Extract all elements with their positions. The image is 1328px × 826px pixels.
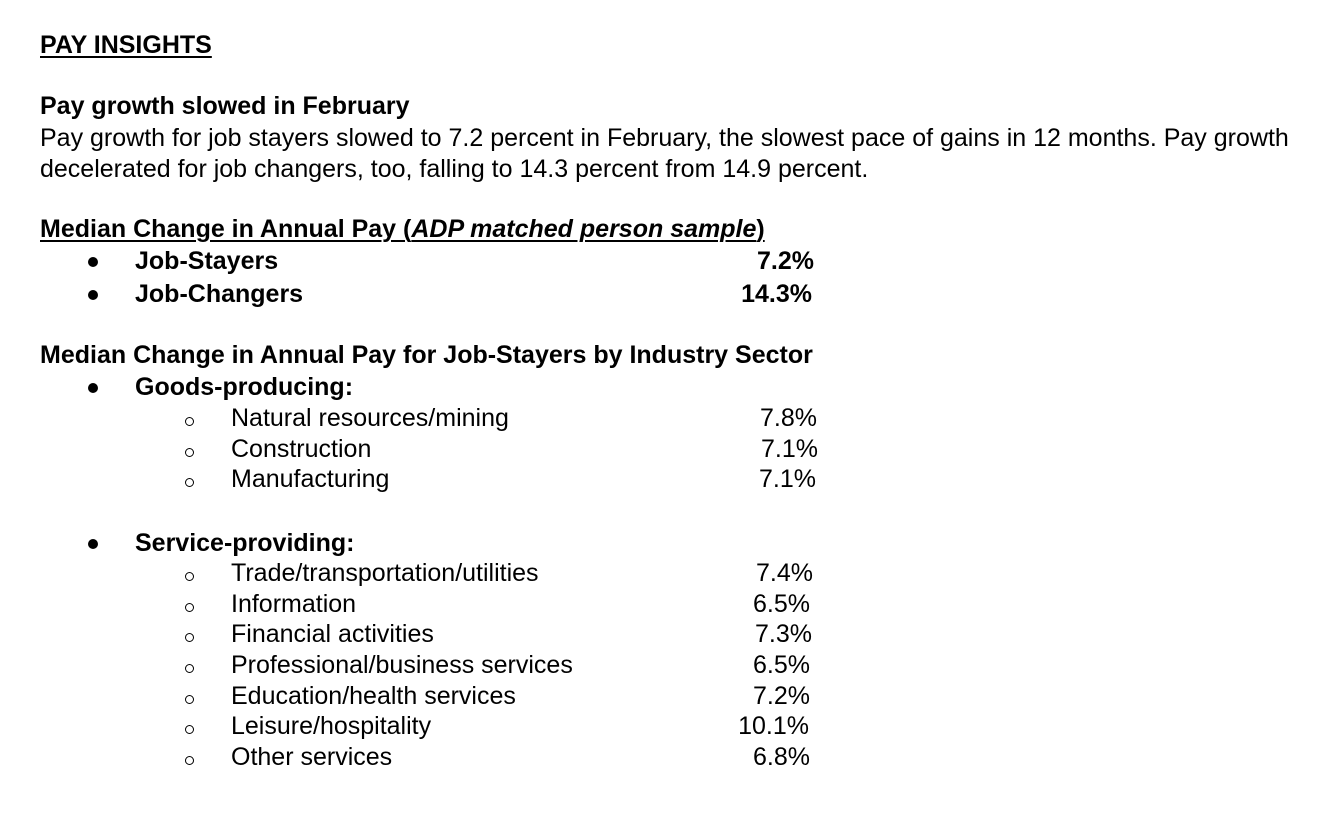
circle-bullet-icon: [185, 633, 194, 642]
median-item-value: 7.2%: [757, 247, 814, 275]
sector-item-value: 7.2%: [753, 682, 810, 710]
sector-item-label: Trade/transportation/utilities: [231, 559, 539, 587]
median-item-label: Job-Changers: [135, 280, 304, 308]
median-heading: Median Change in Annual Pay (ADP matched…: [40, 217, 765, 242]
circle-bullet-icon: [185, 603, 194, 612]
intro-heading: Pay growth slowed in February: [40, 92, 410, 120]
median-heading-post: ): [756, 215, 765, 243]
sector-item-value: 6.8%: [753, 743, 810, 771]
circle-bullet-icon: [185, 478, 194, 487]
bullet-icon: [88, 539, 98, 549]
circle-bullet-icon: [185, 664, 194, 673]
bullet-icon: [88, 383, 98, 393]
median-heading-italic: ADP matched person sample: [411, 215, 757, 243]
sector-item-label: Natural resources/mining: [231, 404, 509, 432]
circle-bullet-icon: [185, 725, 194, 734]
circle-bullet-icon: [185, 448, 194, 457]
sector-item-value: 10.1%: [738, 712, 809, 740]
intro-paragraph: Pay growth for job stayers slowed to 7.2…: [40, 124, 1289, 183]
service-providing-label: Service-providing:: [135, 529, 355, 557]
sector-item-value: 7.3%: [755, 620, 812, 648]
sector-item-value: 6.5%: [753, 590, 810, 618]
median-item-label: Job-Stayers: [135, 247, 279, 275]
sector-item-label: Professional/business services: [231, 651, 573, 679]
page-title: PAY INSIGHTS: [40, 31, 212, 59]
sector-item-value: 7.1%: [759, 465, 816, 493]
circle-bullet-icon: [185, 756, 194, 765]
circle-bullet-icon: [185, 417, 194, 426]
sector-item-label: Financial activities: [231, 620, 434, 648]
median-heading-pre: Median Change in Annual Pay (: [40, 215, 412, 243]
sector-item-value: 7.8%: [760, 404, 817, 432]
sector-item-label: Manufacturing: [231, 465, 390, 493]
sector-item-label: Information: [231, 590, 357, 618]
sector-item-value: 7.1%: [761, 435, 818, 463]
sector-item-value: 6.5%: [753, 651, 810, 679]
bullet-icon: [88, 290, 98, 300]
goods-producing-label: Goods-producing:: [135, 373, 354, 401]
sector-item-value: 7.4%: [756, 559, 813, 587]
sector-item-label: Education/health services: [231, 682, 516, 710]
bullet-icon: [88, 257, 98, 267]
sector-item-label: Construction: [231, 435, 372, 463]
median-item-value: 14.3%: [741, 280, 812, 308]
circle-bullet-icon: [185, 695, 194, 704]
sector-item-label: Leisure/hospitality: [231, 712, 432, 740]
sector-heading: Median Change in Annual Pay for Job-Stay…: [40, 341, 813, 369]
circle-bullet-icon: [185, 572, 194, 581]
sector-item-label: Other services: [231, 743, 393, 771]
